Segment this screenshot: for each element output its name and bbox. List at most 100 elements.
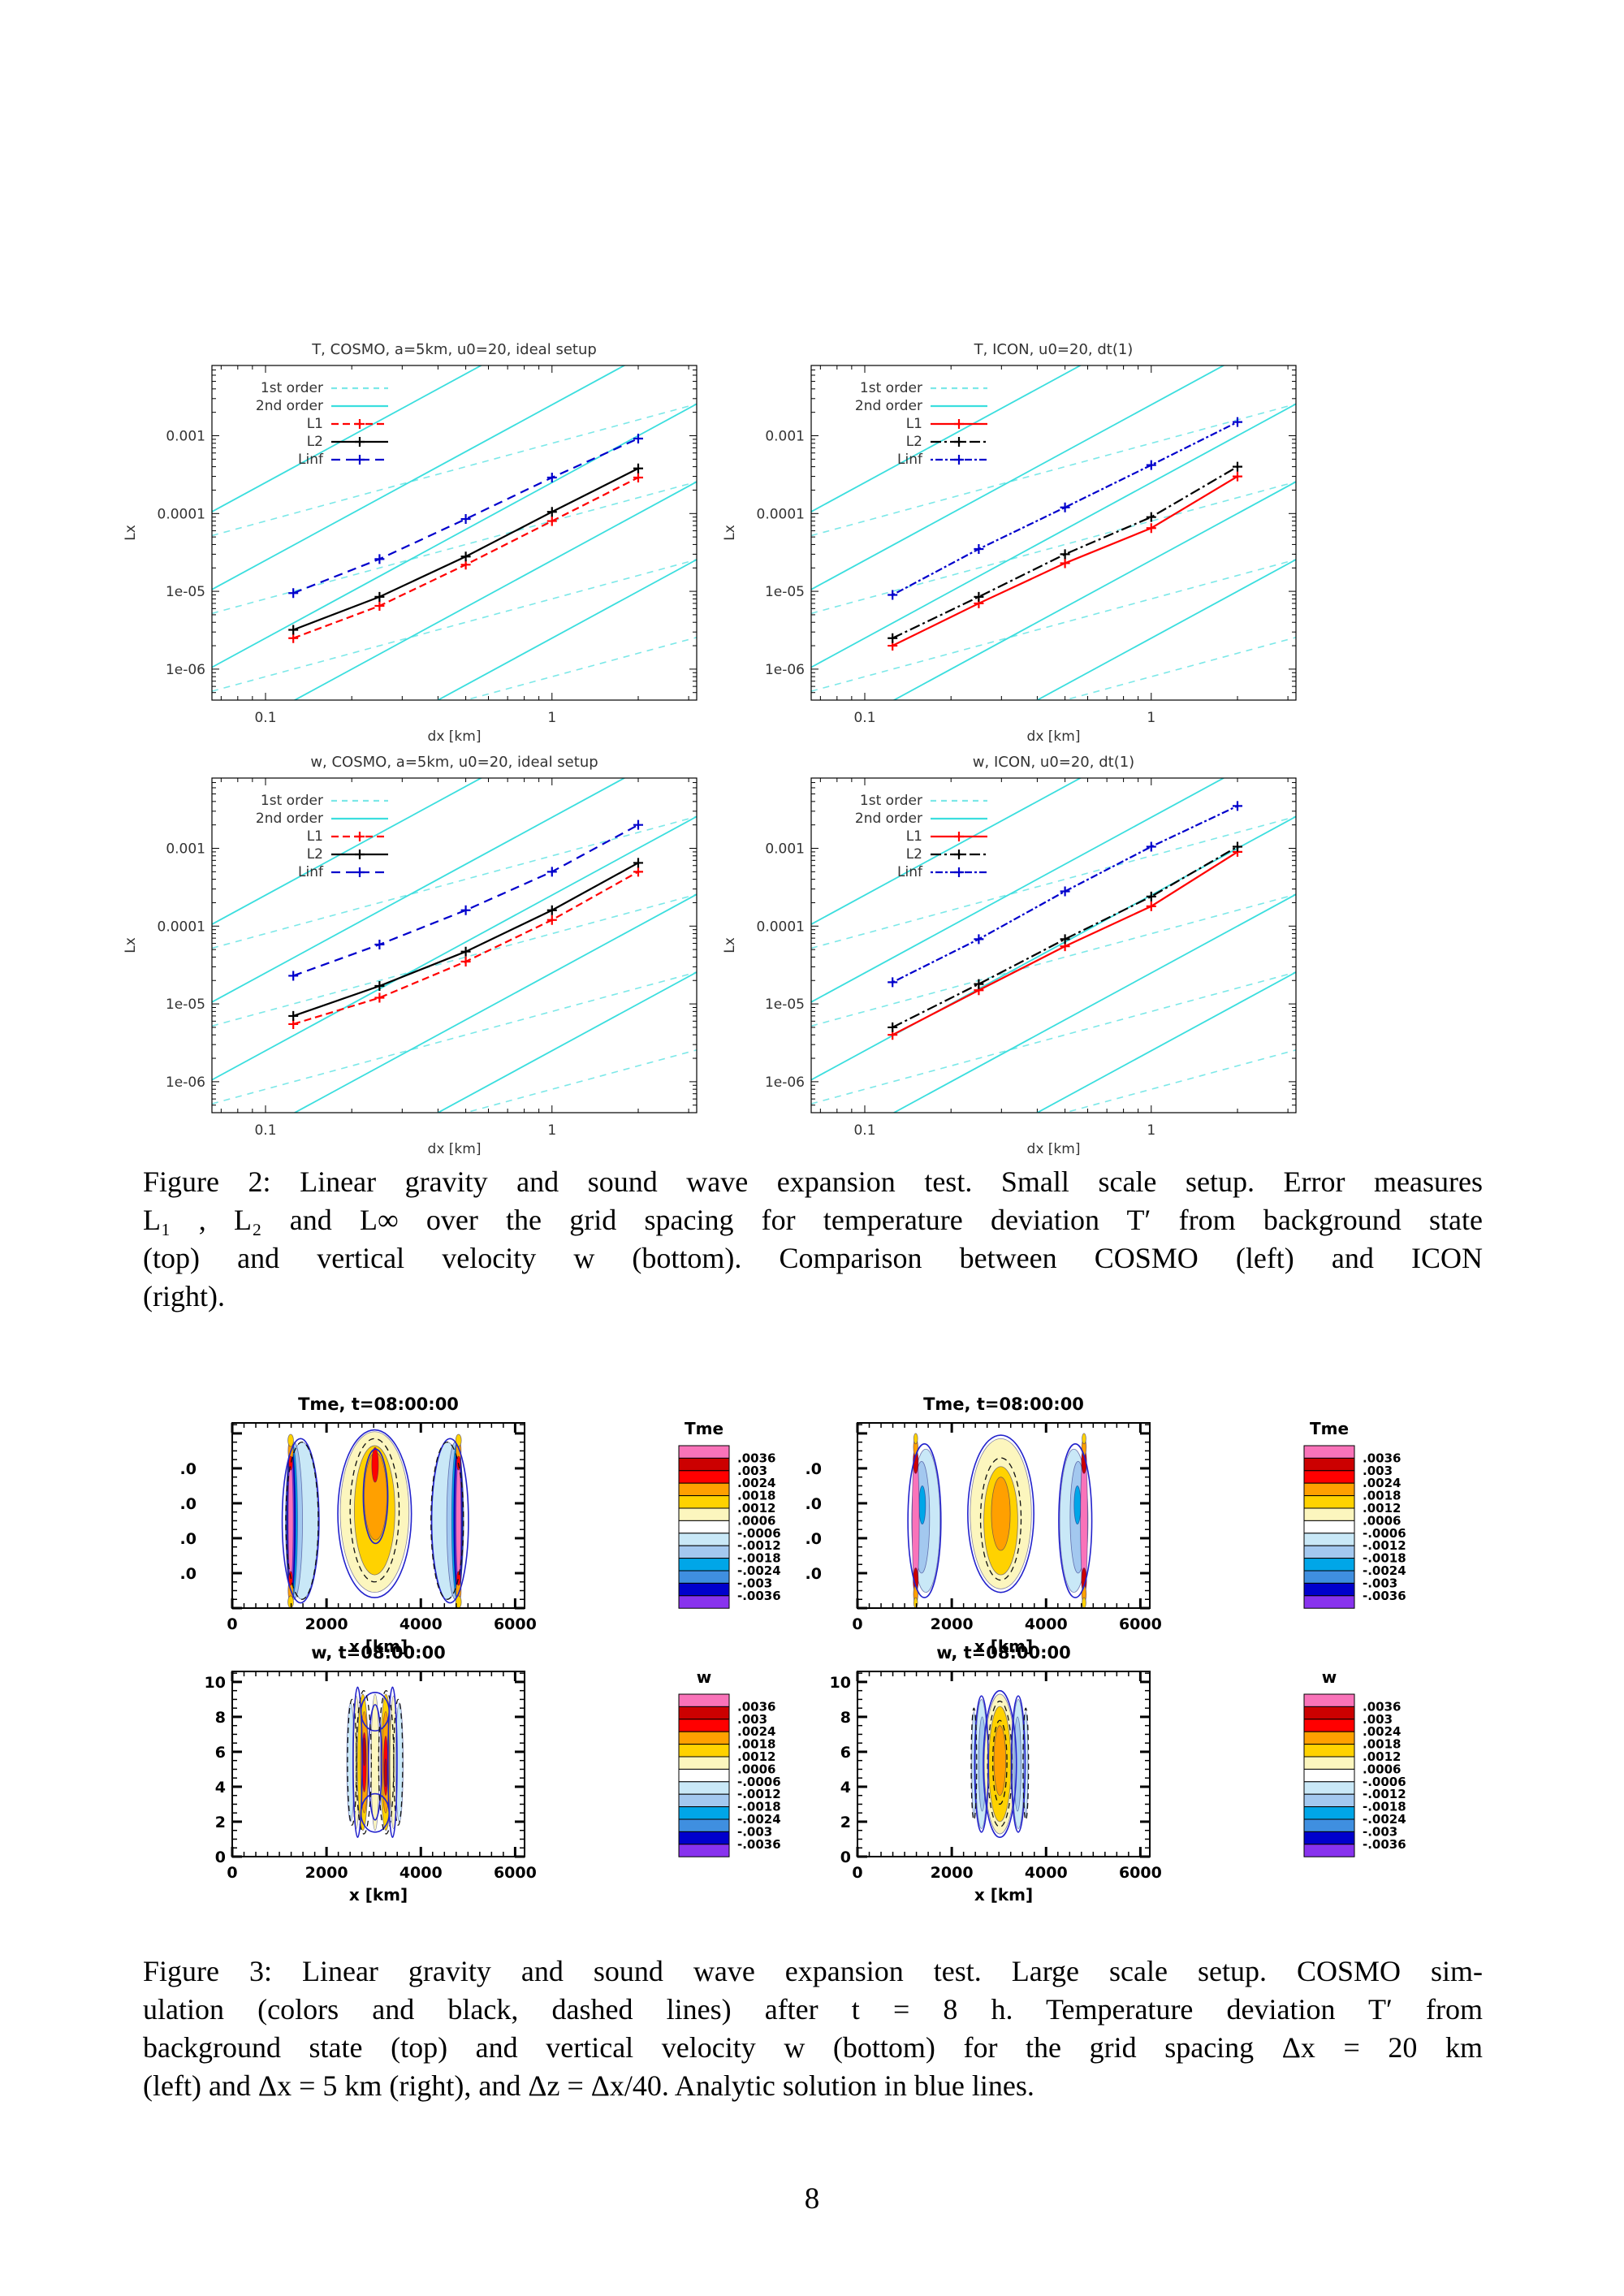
loglog-plot-svg: T, ICON, u0=20, dt(1) Lx dx [km] 0.001 0.000… (722, 341, 1297, 745)
legend-title: w (1322, 1667, 1337, 1687)
first-order-line (212, 971, 697, 1105)
legend-value-label: .0024 (1363, 1476, 1401, 1490)
y-tick-label: 0.001 (765, 429, 805, 445)
plot-frame (810, 777, 1297, 1113)
legend-label: 1st order (860, 793, 922, 809)
analytic-contour-line (337, 1429, 412, 1598)
first-order-line (811, 403, 1296, 537)
legend-marker-plus (355, 419, 365, 429)
contour-plot-w-5km: w, t=08:00:00 0 2000 4000 6000 10 8 6 4 2 0 x [km] w… (793, 1639, 1426, 1915)
legend-label: L2 (906, 434, 922, 450)
legend-value-label: -.0024 (1363, 1563, 1406, 1578)
contour-fill (918, 1485, 926, 1525)
marker-plus-L2 (633, 858, 643, 868)
second-order-line (212, 365, 483, 512)
first-order-line (811, 971, 1296, 1105)
marker-plus-L2 (288, 625, 299, 635)
contour-fill (1082, 1433, 1086, 1445)
marker-plus-L1 (546, 516, 557, 526)
plot-frame (211, 365, 698, 701)
x-tick-label: 4000 (400, 1864, 443, 1882)
marker-plus-Linf (633, 819, 643, 830)
y-axis-label: Lx (722, 937, 738, 953)
marker-plus-Linf (1146, 841, 1156, 852)
legend-value-label: -.003 (737, 1576, 772, 1590)
y-tick-label: 6 (840, 1744, 851, 1762)
marker-plus-Linf (1060, 886, 1070, 897)
second-order-line (212, 365, 626, 590)
legend-value-label: -.0024 (1363, 1812, 1406, 1827)
panel-title: w, t=08:00:00 (936, 1643, 1070, 1663)
legend-value-label: -.0018 (737, 1800, 781, 1814)
legend-value-label: -.0018 (1363, 1551, 1406, 1566)
legend-value-label: .0006 (737, 1513, 775, 1528)
second-order-line (811, 403, 1296, 668)
x-tick-label: 0 (227, 1864, 237, 1882)
legend-color-band (678, 1558, 730, 1572)
legend-value-label: .0036 (1363, 1451, 1401, 1465)
marker-plus-Linf (888, 977, 898, 988)
simulation-contour-line (979, 1457, 1022, 1581)
contour-plot-svg: Tme, t=08:00:000 2000 4000 60008.06.04.02.0… (167, 1394, 781, 1656)
legend-value-label: -.0036 (737, 1837, 781, 1852)
marker-plus-L1 (460, 956, 471, 966)
first-order-line (1062, 1049, 1296, 1113)
first-order-line (212, 815, 697, 949)
marker-plus-L2 (460, 946, 471, 957)
legend-color-band (1303, 1806, 1355, 1820)
legend-color-band (1303, 1793, 1355, 1808)
x-tick-label: 1 (547, 1122, 556, 1139)
legend-color-band (1303, 1781, 1355, 1795)
legend-value-label: -.0012 (737, 1787, 781, 1801)
second-order-line (212, 778, 626, 1003)
x-tick-label: 0.1 (853, 710, 875, 726)
marker-plus-Linf (633, 433, 643, 443)
first-order-line (463, 637, 697, 700)
x-axis-label: dx [km] (428, 1141, 482, 1157)
x-tick-label: 4000 (1025, 1615, 1068, 1633)
contour-shapes (281, 1429, 469, 1608)
x-tick-label: 1 (1147, 1122, 1155, 1139)
loglog-plot-svg: w, ICON, u0=20, dt(1) Lx dx [km] 0.001 0.000… (722, 754, 1297, 1157)
plot-frame (857, 1671, 1151, 1857)
analytic-contour-line (362, 1448, 389, 1545)
legend-title: Tme (685, 1419, 723, 1438)
legend-marker-plus (355, 867, 365, 877)
marker-plus-L2 (288, 1010, 299, 1021)
analytic-contour-line (967, 1434, 1034, 1593)
contour-shapes (346, 1686, 404, 1839)
marker-plus-Linf (888, 590, 898, 600)
first-order-line (811, 815, 1296, 949)
first-order-line (811, 559, 1296, 692)
legend-value-label: -.003 (1363, 1824, 1397, 1839)
caption-line: Figure 2: Linear gravity and sound wave … (143, 1165, 1483, 1198)
plot-title: T, ICON, u0=20, dt(1) (974, 341, 1134, 358)
marker-plus-Linf (460, 905, 471, 915)
legend-label: 2nd order (256, 811, 323, 827)
y-axis-label: Lx (123, 525, 139, 541)
legend-color-band (678, 1844, 730, 1857)
legend-color-band (678, 1756, 730, 1770)
marker-plus-L1 (374, 601, 385, 612)
legend-value-label: -.0006 (737, 1526, 781, 1541)
contour-plot-tme-20km: Tme, t=08:00:00 0 2000 4000 6000 8.0 6.0 4.0 2.0… (167, 1390, 801, 1667)
caption-line: (right). (143, 1280, 225, 1312)
legend-value-label: -.0018 (737, 1551, 781, 1566)
legend-value-label: .0036 (1363, 1699, 1401, 1714)
analytic-contour-line (983, 1689, 1017, 1839)
x-tick-label: 1 (1147, 710, 1155, 726)
first-order-line (1062, 637, 1296, 700)
legend-value-label: .003 (737, 1712, 767, 1727)
y-tick-label: 1e-05 (166, 997, 205, 1013)
marker-plus-L2 (460, 551, 471, 562)
x-tick-label: 6000 (1119, 1615, 1162, 1633)
marker-plus-Linf (374, 939, 385, 949)
analytic-contour-line (1010, 1695, 1026, 1833)
simulation-contour-line (987, 1700, 1013, 1828)
x-axis-label: dx [km] (1027, 729, 1081, 745)
x-axis-label: dx [km] (428, 729, 482, 745)
caption-line: (top) and vertical velocity w (bottom). … (143, 1242, 1483, 1274)
marker-plus-L2 (546, 507, 557, 517)
simulation-contour-line (378, 1690, 395, 1835)
legend-color-band (1303, 1520, 1355, 1534)
